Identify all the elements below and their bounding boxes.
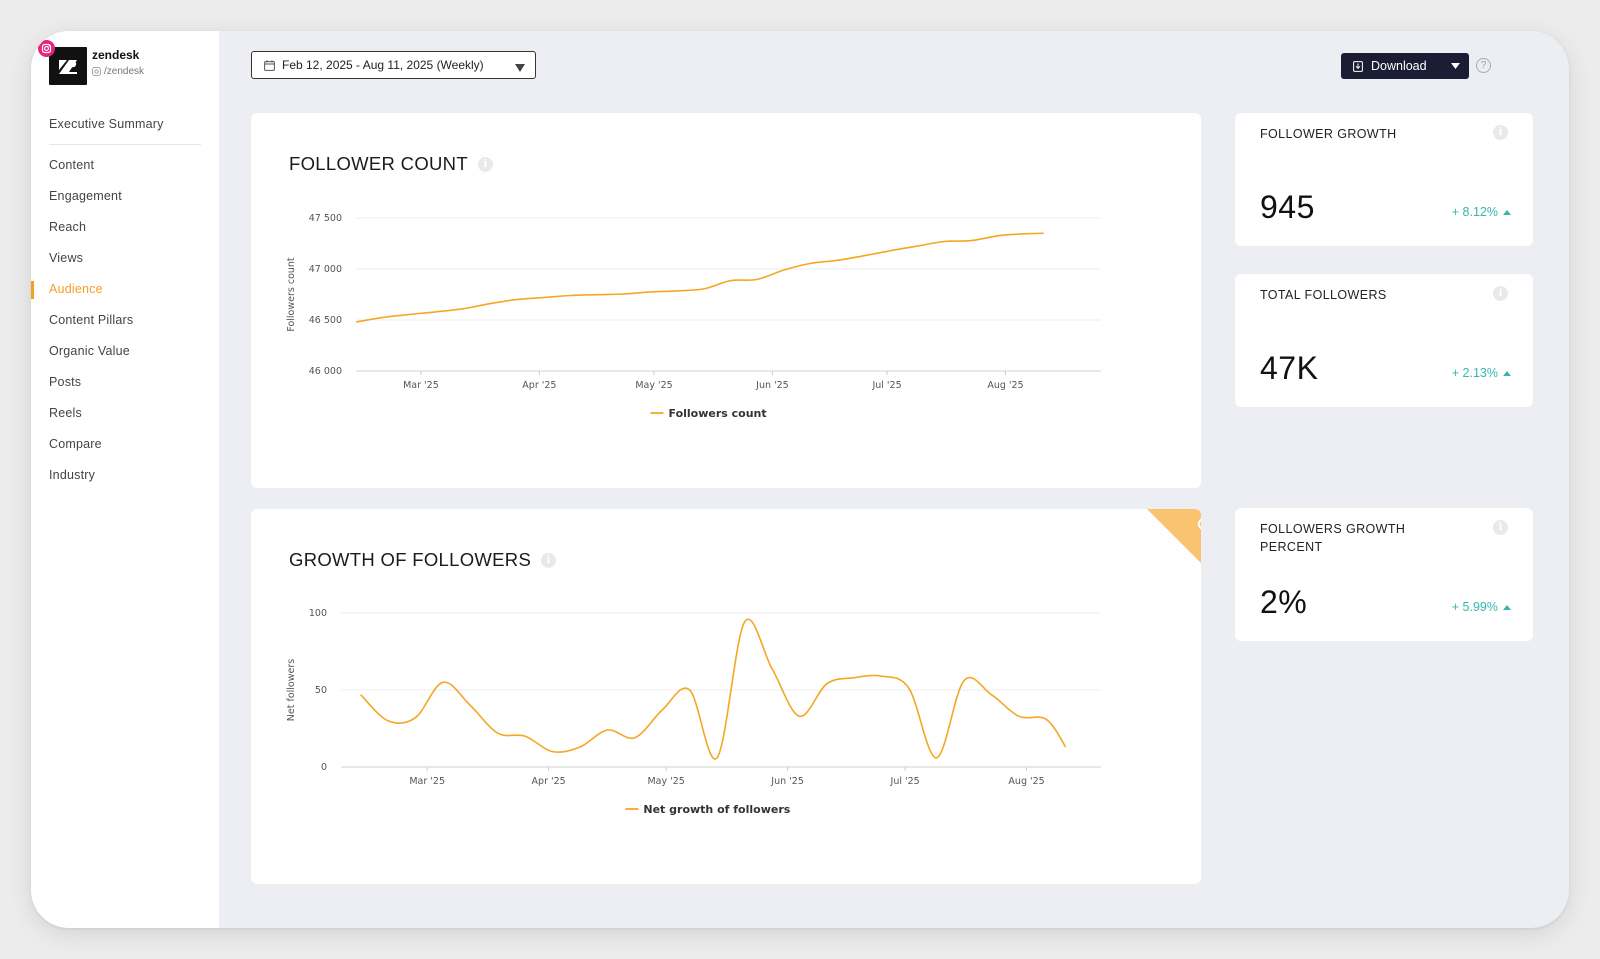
caret-down-icon: [515, 61, 525, 75]
legend: Followers count: [650, 407, 767, 420]
y-tick-label: 46 500: [309, 315, 342, 326]
legend-label: Net growth of followers: [643, 803, 790, 816]
y-axis-label: Net followers: [286, 659, 297, 721]
legend-label: Followers count: [669, 407, 767, 420]
total-followers-card: TOTAL FOLLOWERS i 47K + 2.13%: [1235, 274, 1533, 407]
y-tick-label: 100: [309, 608, 327, 619]
sidebar-menu: Executive Summary Content Engagement Rea…: [31, 109, 219, 491]
sidebar-item-content-pillars[interactable]: Content Pillars: [49, 313, 134, 327]
y-tick-label: 50: [315, 685, 327, 696]
x-tick-label: May '25: [635, 380, 672, 391]
y-tick-label: 46 000: [309, 366, 342, 377]
legend: Net growth of followers: [625, 803, 791, 816]
sidebar-item-organic-value[interactable]: Organic Value: [49, 344, 130, 358]
sidebar-item-compare[interactable]: Compare: [49, 437, 102, 451]
y-tick-label: 0: [321, 762, 327, 773]
followers-growth-percent-card: FOLLOWERS GROWTH PERCENT i 2% + 5.99%: [1235, 508, 1533, 641]
follower-growth-title: FOLLOWER GROWTH: [1260, 127, 1397, 141]
follower-growth-delta-row: + 8.12%: [1452, 205, 1511, 219]
caret-down-icon: [1450, 63, 1460, 69]
total-followers-delta: + 2.13%: [1451, 366, 1498, 380]
date-range-picker[interactable]: Feb 12, 2025 - Aug 11, 2025 (Weekly): [251, 51, 536, 79]
x-tick-label: Mar '25: [403, 380, 439, 391]
instagram-icon: [38, 40, 55, 57]
profile-handle-row: /zendesk: [92, 66, 144, 77]
profile-handle: /zendesk: [104, 66, 145, 77]
arrow-up-icon: [1503, 209, 1511, 215]
total-followers-delta-row: + 2.13%: [1452, 366, 1511, 380]
brand-logo: [49, 47, 87, 85]
followers-growth-percent-value: 2%: [1260, 584, 1308, 620]
sidebar-item-views[interactable]: Views: [49, 251, 84, 265]
download-button[interactable]: Download: [1341, 53, 1469, 79]
follower-count-card: FOLLOWER COUNT i 46 000 46 500 47 000 47 50…: [251, 113, 1201, 488]
x-tick-label: Jul '25: [871, 380, 901, 391]
help-icon[interactable]: ?: [1476, 58, 1491, 73]
sidebar-item-industry[interactable]: Industry: [49, 468, 96, 482]
app-window: zendesk /zendesk Executive Summary Conte…: [31, 31, 1569, 928]
growth-of-followers-card: GROWTH OF FOLLOWERS i 0 50 100 Mar '25 Apr '…: [251, 509, 1201, 884]
x-tick-label: Jul '25: [890, 776, 920, 787]
download-options-dropdown[interactable]: [1441, 53, 1469, 79]
total-followers-value: 47K: [1260, 350, 1319, 386]
sidebar-item-posts[interactable]: Posts: [49, 375, 82, 389]
y-tick-label: 47 500: [309, 213, 342, 224]
x-tick-label: Mar '25: [409, 776, 445, 787]
profile-name: zendesk: [92, 48, 140, 62]
arrow-up-icon: [1503, 604, 1511, 610]
info-icon[interactable]: i: [1493, 520, 1508, 535]
info-icon[interactable]: i: [477, 156, 493, 172]
instagram-small-icon: [92, 67, 101, 76]
download-icon: [1353, 60, 1363, 72]
follower-count-title-row: FOLLOWER COUNT i: [289, 153, 493, 175]
x-tick-label: Jun '25: [770, 776, 804, 787]
followers-growth-percent-delta-row: + 5.99%: [1452, 600, 1511, 614]
insight-corner-flag[interactable]: [1147, 509, 1201, 563]
y-tick-label: 47 000: [309, 264, 342, 275]
info-icon[interactable]: i: [1493, 125, 1508, 140]
x-tick-label: Aug '25: [987, 380, 1023, 391]
followers-growth-percent-delta: + 5.99%: [1451, 600, 1498, 614]
x-tick-label: Jun '25: [755, 380, 789, 391]
info-icon[interactable]: i: [1493, 286, 1508, 301]
sidebar-item-reach[interactable]: Reach: [49, 220, 87, 234]
arrow-up-icon: [1503, 370, 1511, 376]
followers-growth-percent-title: FOLLOWERS GROWTH PERCENT: [1260, 522, 1406, 554]
download-label: Download: [1371, 59, 1427, 73]
sidebar-item-engagement[interactable]: Engagement: [49, 189, 122, 203]
growth-of-followers-title: GROWTH OF FOLLOWERS: [289, 549, 532, 570]
x-tick-label: Apr '25: [522, 380, 556, 391]
calendar-icon: [264, 59, 275, 71]
info-icon[interactable]: i: [541, 552, 557, 568]
total-followers-title: TOTAL FOLLOWERS: [1260, 288, 1387, 302]
follower-growth-delta: + 8.12%: [1451, 205, 1498, 219]
follower-growth-card: FOLLOWER GROWTH i 945 + 8.12%: [1235, 113, 1533, 246]
y-axis-label: Followers count: [286, 257, 297, 332]
sidebar: zendesk /zendesk Executive Summary Conte…: [31, 31, 219, 928]
follower-count-title: FOLLOWER COUNT: [289, 153, 468, 174]
sidebar-item-executive-summary[interactable]: Executive Summary: [31, 109, 219, 145]
date-range-label: Feb 12, 2025 - Aug 11, 2025 (Weekly): [282, 58, 484, 72]
x-tick-label: Apr '25: [532, 776, 566, 787]
growth-of-followers-chart: 0 50 100 Mar '25 Apr '25 May '25 Jun '25 Jul '2…: [286, 608, 1101, 816]
series-line: [360, 618, 1067, 760]
x-tick-label: May '25: [647, 776, 684, 787]
sidebar-item-reels[interactable]: Reels: [49, 406, 82, 420]
sidebar-item-audience[interactable]: Audience: [31, 274, 219, 305]
series-line: [355, 232, 1044, 323]
x-tick-label: Aug '25: [1008, 776, 1044, 787]
follower-growth-value: 945: [1260, 189, 1315, 225]
sidebar-item-content[interactable]: Content: [49, 158, 95, 172]
growth-of-followers-title-row: GROWTH OF FOLLOWERS i: [289, 549, 557, 571]
follower-count-chart: 46 000 46 500 47 000 47 500 Mar '25 Apr '25 Ma…: [286, 213, 1101, 420]
